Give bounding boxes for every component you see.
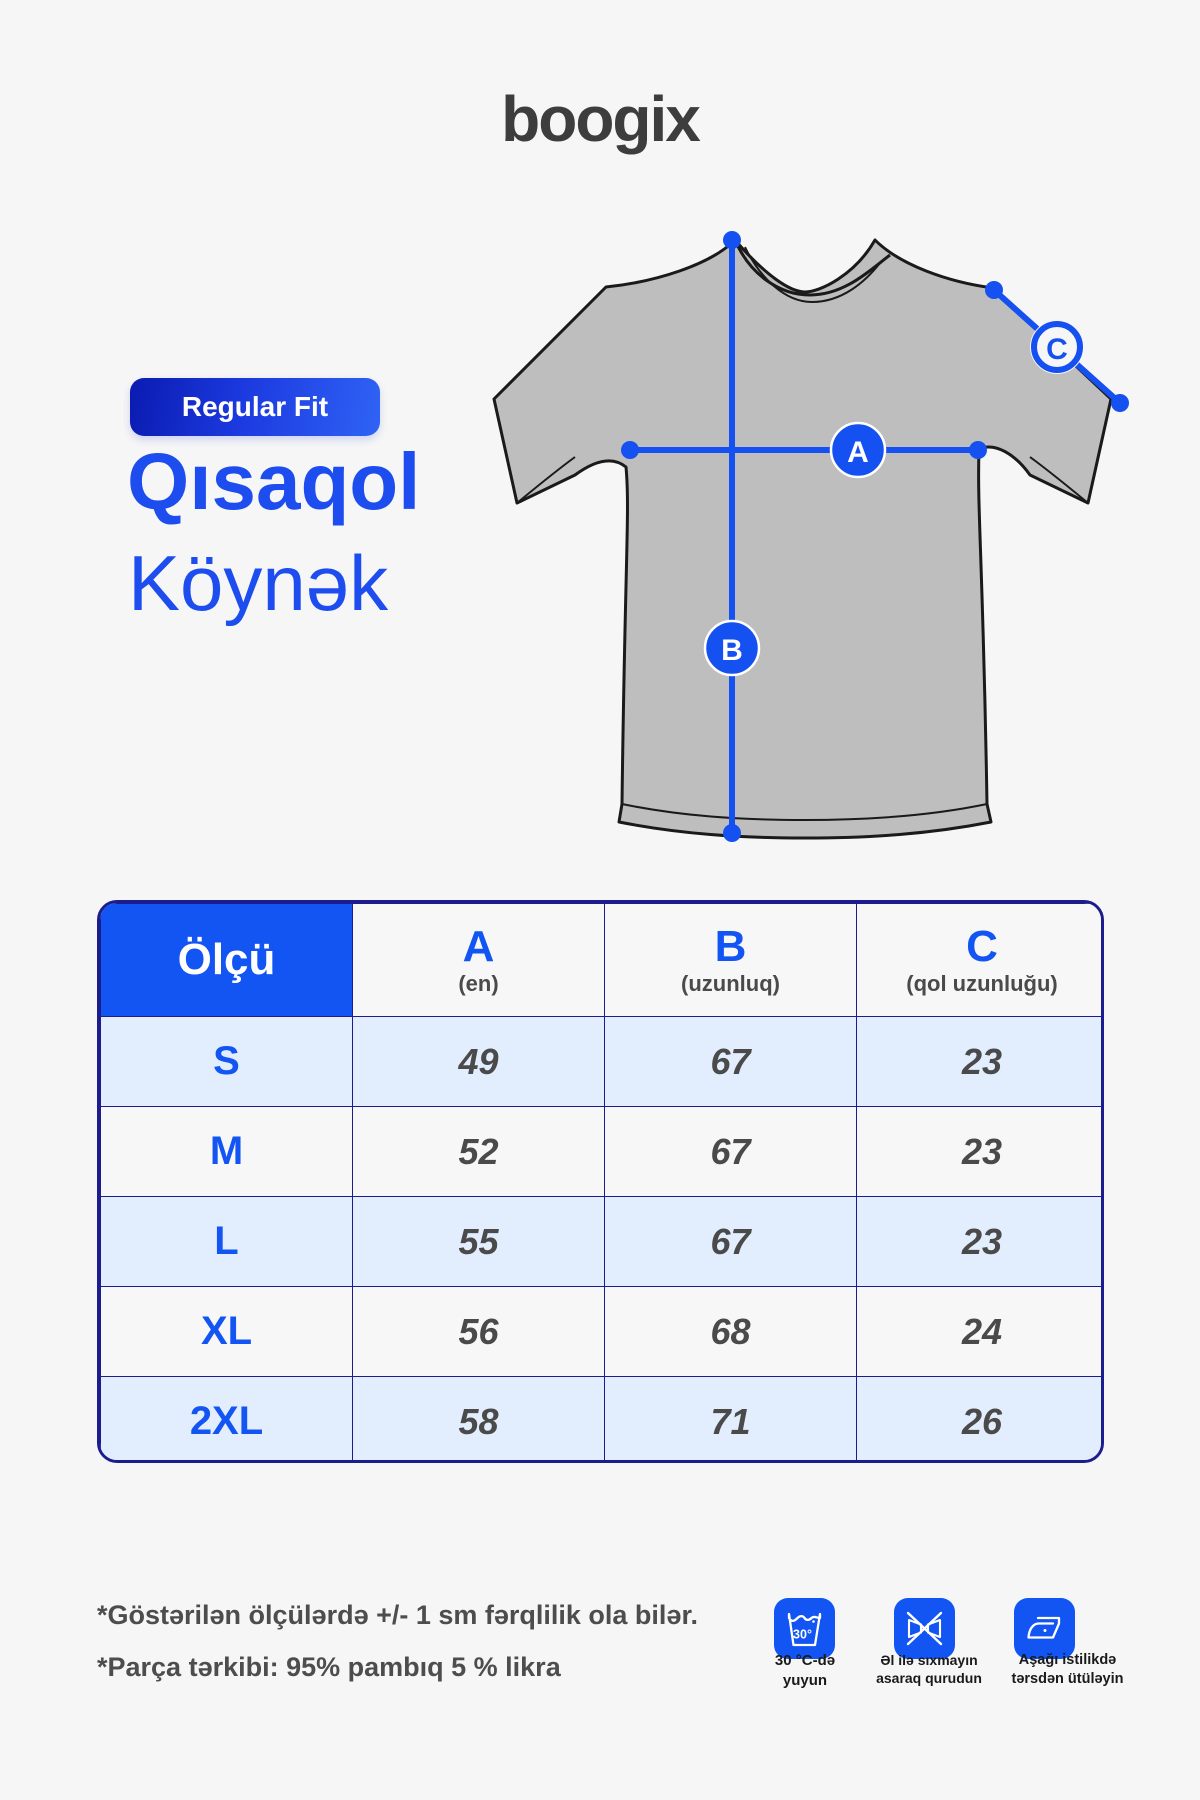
svg-text:B: B bbox=[721, 634, 743, 667]
svg-text:C: C bbox=[1046, 333, 1068, 366]
svg-text:30°: 30° bbox=[793, 1628, 812, 1642]
svg-text:A: A bbox=[847, 436, 869, 469]
